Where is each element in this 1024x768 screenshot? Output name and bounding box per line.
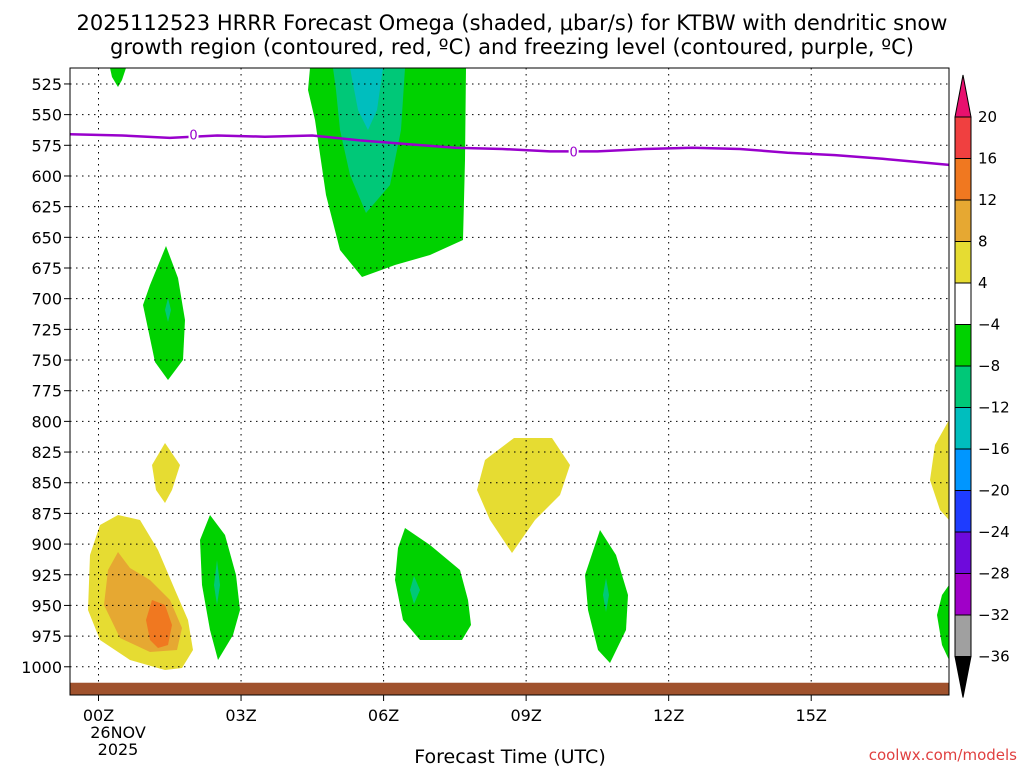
colorbar-segment [954,324,972,367]
colorbar: 20 16 12 8 4 −4 −8 −12 −16 −20 −24 −28 −32 −36 [954,74,1010,698]
colorbar-label: −32 [978,606,1010,624]
colorbar-segment [954,365,972,408]
omega-region-yellow [477,438,570,553]
colorbar-label: −36 [978,648,1010,666]
colorbar-segment [954,531,972,574]
y-tick-label: 950 [31,596,62,615]
colorbar-segment [954,158,972,201]
colorbar-segment [954,282,972,325]
omega-region-green [395,528,471,640]
terrain-bar [70,682,949,695]
colorbar-label: −20 [978,482,1010,500]
omega-region-teal [410,576,420,604]
x-tick-label: 15Z [796,706,827,725]
y-tick-label: 850 [31,474,62,493]
x-tick-label: 03Z [225,706,256,725]
y-tick-label: 700 [31,290,62,309]
colorbar-segment [954,448,972,491]
y-tick-label: 725 [31,320,62,339]
grid-lines [70,68,949,695]
omega-region-yellow [152,443,180,503]
omega-region-teal [214,560,220,605]
y-tick-label: 1000 [21,658,62,677]
x-axis: 00Z 03Z 06Z 09Z 12Z 15Z [83,695,827,725]
y-tick-label: 800 [31,412,62,431]
colorbar-label: −16 [978,440,1010,458]
date-label-line-2: 2025 [98,740,139,759]
colorbar-label: 12 [978,191,997,209]
date-label-line-1: 26NOV [90,723,146,742]
omega-region-green [937,585,949,660]
y-tick-label: 750 [31,351,62,370]
y-tick-label: 525 [31,75,62,94]
y-tick-label: 575 [31,136,62,155]
omega-region-teal [165,298,171,322]
x-tick-label: 00Z [83,706,114,725]
x-tick-label: 12Z [653,706,684,725]
freezing-level-contour: 00 [69,126,950,167]
colorbar-label: 4 [978,274,988,292]
y-tick-label: 900 [31,535,62,554]
omega-region-orange [146,600,172,648]
x-tick-label: 09Z [510,706,541,725]
plot-area: 00 [69,67,950,696]
y-tick-label: 775 [31,382,62,401]
chart-title-line-2: growth region (contoured, red, ºC) and f… [110,35,914,59]
colorbar-label: 16 [978,150,997,168]
colorbar-segment [954,490,972,533]
colorbar-segment [954,407,972,450]
colorbar-arrow-top [954,74,972,118]
x-axis-label: Forecast Time (UTC) [414,746,605,768]
colorbar-arrow-bottom [954,656,972,698]
plot-frame [69,67,950,696]
freezing-level-label-bg [188,126,199,143]
freezing-level-label: 0 [189,128,197,143]
y-tick-label: 675 [31,259,62,278]
colorbar-segment [954,199,972,242]
chart-title-line-1: 2025112523 HRRR Forecast Omega (shaded, … [77,11,948,35]
colorbar-label: −12 [978,399,1010,417]
omega-region-green [110,68,126,87]
y-tick-label: 825 [31,443,62,462]
x-tick-label: 06Z [368,706,399,725]
y-tick-label: 600 [31,167,62,186]
y-tick-label: 875 [31,504,62,523]
omega-region-yellow [930,420,949,520]
freezing-level-label-bg [568,143,579,160]
y-tick-label: 625 [31,198,62,217]
colorbar-label: 8 [978,233,988,251]
colorbar-segment [954,573,972,616]
colorbar-label: −4 [978,316,1000,334]
colorbar-label: 20 [978,108,997,126]
y-tick-label: 550 [31,106,62,125]
colorbar-segment [954,116,972,159]
colorbar-segment [954,241,972,284]
colorbar-label: −24 [978,523,1010,541]
y-tick-label: 975 [31,627,62,646]
y-tick-label: 650 [31,228,62,247]
colorbar-label: −28 [978,565,1010,583]
omega-shading [88,68,949,670]
omega-region-teal [603,578,609,612]
freezing-level-line [69,133,950,167]
freezing-level-label: 0 [570,145,578,160]
omega-region-green [200,515,240,660]
colorbar-label: −8 [978,357,1000,375]
y-axis: 525 550 575 600 625 650 675 700 725 750 775 800 825 8… [21,75,70,677]
omega-region-green [143,246,185,380]
y-tick-label: 925 [31,566,62,585]
credit-label: coolwx.com/models [869,746,1017,764]
colorbar-segment [954,614,972,657]
